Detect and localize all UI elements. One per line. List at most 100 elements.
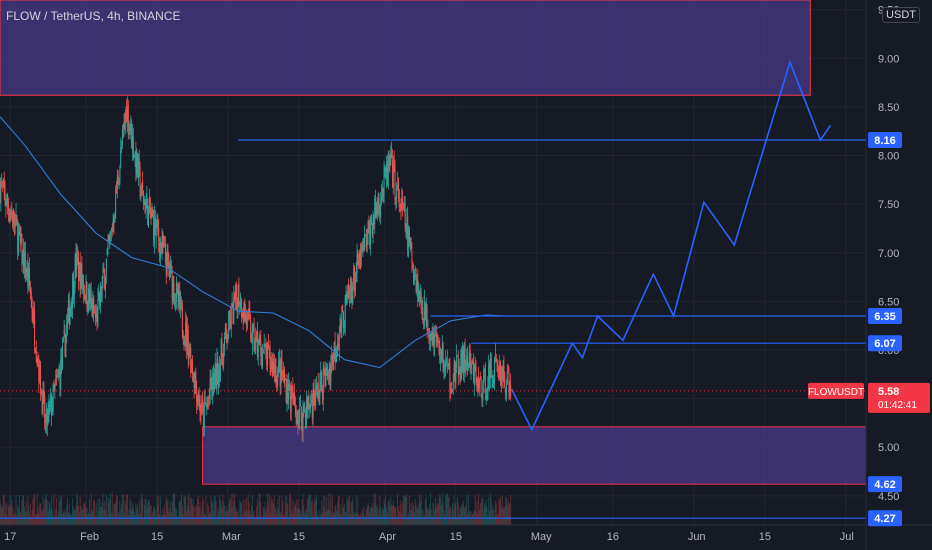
volume-bar (126, 494, 128, 525)
candle-body (228, 311, 230, 332)
volume-bar (370, 507, 372, 525)
candle-body (138, 158, 140, 167)
candle-body (419, 293, 421, 300)
volume-bar (164, 504, 166, 525)
candle-body (391, 148, 393, 158)
candle-body (234, 294, 236, 302)
candle-body (61, 345, 63, 369)
candle-body (357, 251, 359, 258)
candle-body (257, 346, 259, 357)
volume-bar (342, 497, 344, 525)
currency-badge[interactable]: USDT (882, 7, 920, 23)
candle-body (475, 366, 477, 383)
volume-bar (18, 508, 20, 525)
volume-bar (257, 515, 259, 525)
candle-body (215, 364, 217, 386)
volume-bar (295, 499, 297, 525)
current-price-tag-bg (868, 382, 930, 413)
volume-bar (438, 498, 440, 525)
volume-bar (58, 495, 60, 525)
candle-body (14, 219, 16, 228)
volume-bar (277, 498, 279, 525)
volume-bar (384, 504, 386, 525)
volume-bar (303, 505, 305, 525)
volume-bar (189, 509, 191, 525)
candle-body (464, 345, 466, 366)
candle-body (310, 400, 312, 402)
candle-body (267, 343, 269, 347)
candle-body (168, 262, 170, 269)
volume-bar (69, 515, 71, 525)
volume-bar (208, 513, 210, 525)
candle-body (304, 410, 306, 413)
candle-body (406, 219, 408, 234)
volume-bar (491, 509, 493, 525)
volume-bar (278, 495, 280, 525)
volume-bar (387, 501, 389, 525)
candle-body (201, 402, 203, 413)
volume-bar (86, 507, 88, 525)
volume-bar (405, 493, 407, 525)
volume-bar (424, 499, 426, 525)
volume-bar (321, 513, 323, 525)
candle-body (424, 303, 426, 318)
candle-body (371, 226, 373, 236)
volume-bar (378, 508, 380, 525)
volume-bar (137, 513, 139, 525)
volume-bar (354, 514, 356, 525)
volume-bar (110, 493, 112, 525)
volume-bar (90, 493, 92, 525)
candle-body (505, 385, 507, 397)
candle-body (376, 204, 378, 215)
volume-bar (381, 508, 383, 525)
candle-body (350, 283, 352, 293)
candle-body (220, 339, 222, 360)
candle-body (4, 190, 6, 202)
candle-body (291, 385, 293, 391)
candle-body (206, 403, 208, 409)
candle-body (397, 182, 399, 184)
candle-body (272, 361, 274, 377)
volume-bar (72, 497, 74, 525)
candle-body (321, 371, 323, 387)
candle-body (264, 344, 266, 346)
candle-body (248, 308, 250, 312)
volume-bar (148, 499, 150, 525)
candle-body (355, 273, 357, 279)
volume-bar (447, 497, 449, 525)
volume-bar (453, 495, 455, 525)
candle-body (7, 205, 9, 211)
candle-body (323, 365, 325, 372)
volume-bar (482, 498, 484, 525)
candle-body (283, 369, 285, 383)
volume-bar (142, 516, 144, 525)
volume-bar (282, 501, 284, 525)
candle-body (420, 292, 422, 310)
candle-body (347, 284, 349, 299)
candle-body (403, 206, 405, 210)
volume-bar (337, 495, 339, 525)
candle-body (435, 334, 437, 343)
candle-body (377, 199, 379, 214)
candle-body (209, 378, 211, 400)
candle-body (1, 182, 3, 185)
candle-body (433, 334, 435, 349)
volume-bar (199, 501, 201, 525)
volume-bar (143, 505, 145, 525)
volume-bar (430, 509, 432, 525)
candle-body (414, 274, 416, 278)
candle-body (294, 392, 296, 405)
candle-body (332, 353, 334, 369)
candle-body (469, 349, 471, 366)
candle-body (242, 313, 244, 320)
candle-body (125, 110, 127, 126)
candle-body (287, 383, 289, 402)
volume-bar (280, 513, 282, 525)
candle-body (186, 328, 188, 350)
candle-body (508, 372, 510, 392)
volume-bar (442, 501, 444, 525)
x-tick-label: 15 (759, 531, 771, 543)
volume-bar (180, 500, 182, 525)
candle-body (76, 252, 78, 269)
